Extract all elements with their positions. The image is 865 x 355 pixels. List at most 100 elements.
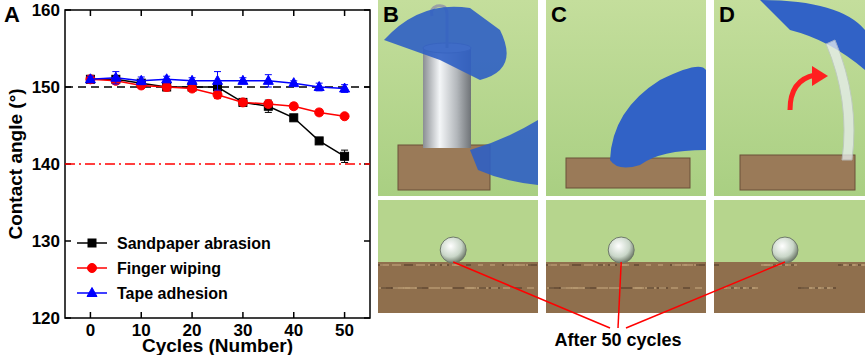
board-texture	[528, 264, 537, 266]
x-tick-label: 50	[335, 321, 354, 340]
reference-line	[65, 163, 370, 165]
data-point	[136, 75, 146, 84]
y-tick	[364, 9, 370, 11]
board-texture	[645, 287, 656, 289]
data-point	[239, 98, 247, 106]
board-texture	[479, 287, 486, 289]
board	[740, 155, 855, 190]
y-tick-label: 140	[32, 155, 60, 174]
separator	[546, 196, 706, 200]
error-bar	[265, 100, 272, 112]
data-point	[162, 83, 171, 92]
panel-label: B	[383, 2, 399, 27]
x-tick	[242, 312, 244, 318]
legend-label: Sandpaper abrasion	[117, 235, 271, 252]
x-tick-label: 0	[86, 321, 95, 340]
board-texture	[393, 287, 404, 289]
data-point	[238, 75, 248, 84]
board-texture	[659, 287, 666, 289]
x-tick	[344, 10, 346, 16]
photo-panel: D	[714, 0, 865, 313]
data-point	[263, 75, 273, 84]
board-texture	[609, 287, 620, 289]
board-closeup	[714, 262, 865, 313]
board-texture	[465, 287, 476, 289]
photo-top	[714, 0, 865, 196]
board-texture	[761, 264, 770, 266]
board-texture	[548, 264, 557, 266]
board-texture	[380, 264, 389, 266]
board-texture	[572, 264, 581, 266]
board-texture	[647, 287, 654, 289]
legend-marker	[88, 239, 96, 247]
board-texture	[381, 287, 392, 289]
panel-label: D	[719, 2, 735, 27]
y-tick	[65, 9, 71, 11]
data-point	[213, 90, 222, 99]
droplet	[608, 237, 634, 263]
board-texture	[527, 287, 534, 289]
data-point	[314, 82, 324, 91]
board-texture	[646, 264, 651, 266]
board-texture	[441, 287, 452, 289]
data-point	[213, 75, 223, 84]
y-axis-title: Contact angle (°)	[5, 88, 26, 239]
board-texture	[560, 264, 569, 266]
board-texture	[477, 287, 488, 289]
board-texture	[503, 287, 510, 289]
separator	[378, 196, 538, 200]
x-tick	[293, 312, 295, 318]
board-texture	[416, 264, 425, 266]
data-point	[264, 99, 273, 108]
board-texture	[428, 264, 437, 266]
data-point	[315, 137, 323, 145]
board-texture	[798, 287, 809, 289]
x-tick	[141, 10, 143, 16]
board-texture	[504, 264, 513, 266]
board-texture	[634, 264, 639, 266]
x-tick	[242, 10, 244, 16]
board-texture	[621, 287, 632, 289]
board-texture	[635, 287, 642, 289]
board-texture	[392, 264, 401, 266]
x-tick	[90, 312, 92, 318]
data-point	[341, 152, 349, 160]
board-texture	[490, 264, 495, 266]
data-point	[86, 75, 95, 84]
y-tick	[65, 240, 71, 242]
x-tick	[191, 312, 193, 318]
board-texture	[672, 264, 681, 266]
data-point	[289, 78, 299, 87]
tape	[826, 40, 854, 160]
figure: A12013014015016001020304050Cycles (Numbe…	[0, 0, 865, 355]
board-texture	[440, 264, 449, 266]
data-point	[340, 112, 349, 121]
data-point	[163, 83, 171, 91]
board-texture	[838, 264, 843, 266]
photo-top	[378, 0, 538, 196]
data-point	[187, 75, 197, 84]
legend-label: Finger wiping	[117, 260, 221, 277]
data-point	[290, 114, 298, 122]
x-tick	[293, 10, 295, 16]
data-point	[289, 102, 298, 111]
finger	[610, 67, 706, 168]
droplet	[440, 237, 466, 263]
error-bar	[341, 150, 348, 162]
y-tick	[65, 317, 71, 319]
board-texture	[561, 287, 572, 289]
glove	[470, 120, 538, 185]
board-texture	[610, 264, 615, 266]
board-texture	[405, 287, 416, 289]
board-texture	[453, 287, 464, 289]
photo-bottom	[378, 200, 538, 313]
board-texture	[442, 264, 447, 266]
panel-label: A	[4, 2, 20, 27]
data-point	[111, 72, 121, 81]
board-texture	[695, 287, 702, 289]
board-texture	[585, 287, 596, 289]
board-texture	[404, 264, 413, 266]
data-point	[340, 83, 350, 92]
legend-marker	[87, 288, 97, 297]
y-tick-label: 130	[32, 232, 60, 251]
